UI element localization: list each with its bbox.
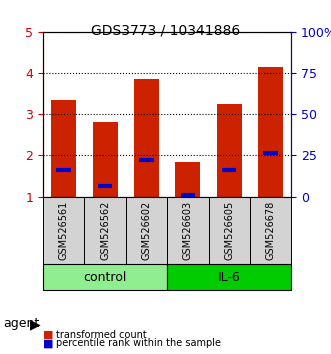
FancyBboxPatch shape (43, 197, 84, 264)
Text: GSM526605: GSM526605 (224, 201, 234, 260)
Text: ■: ■ (43, 330, 54, 339)
Bar (175, 162, 200, 197)
Text: ■: ■ (43, 338, 54, 348)
Text: percentile rank within the sample: percentile rank within the sample (56, 338, 221, 348)
FancyBboxPatch shape (126, 197, 167, 264)
Text: agent: agent (3, 318, 40, 330)
Text: GSM526562: GSM526562 (100, 201, 110, 260)
Text: IL-6: IL-6 (218, 271, 241, 284)
Bar (217, 104, 242, 197)
FancyBboxPatch shape (209, 197, 250, 264)
Text: GSM526678: GSM526678 (265, 201, 276, 260)
Text: GSM526602: GSM526602 (141, 201, 152, 260)
Bar (258, 67, 283, 197)
Text: GDS3773 / 10341886: GDS3773 / 10341886 (91, 23, 240, 37)
FancyBboxPatch shape (167, 264, 291, 290)
Text: transformed count: transformed count (56, 330, 147, 339)
Bar (93, 122, 118, 197)
Text: GSM526561: GSM526561 (59, 201, 69, 260)
Text: ▶: ▶ (30, 317, 40, 331)
FancyBboxPatch shape (167, 197, 209, 264)
FancyBboxPatch shape (84, 197, 126, 264)
Bar (51, 100, 76, 197)
Text: control: control (83, 271, 127, 284)
Text: GSM526603: GSM526603 (183, 201, 193, 260)
FancyBboxPatch shape (250, 197, 291, 264)
FancyBboxPatch shape (43, 264, 167, 290)
Bar (134, 79, 159, 197)
